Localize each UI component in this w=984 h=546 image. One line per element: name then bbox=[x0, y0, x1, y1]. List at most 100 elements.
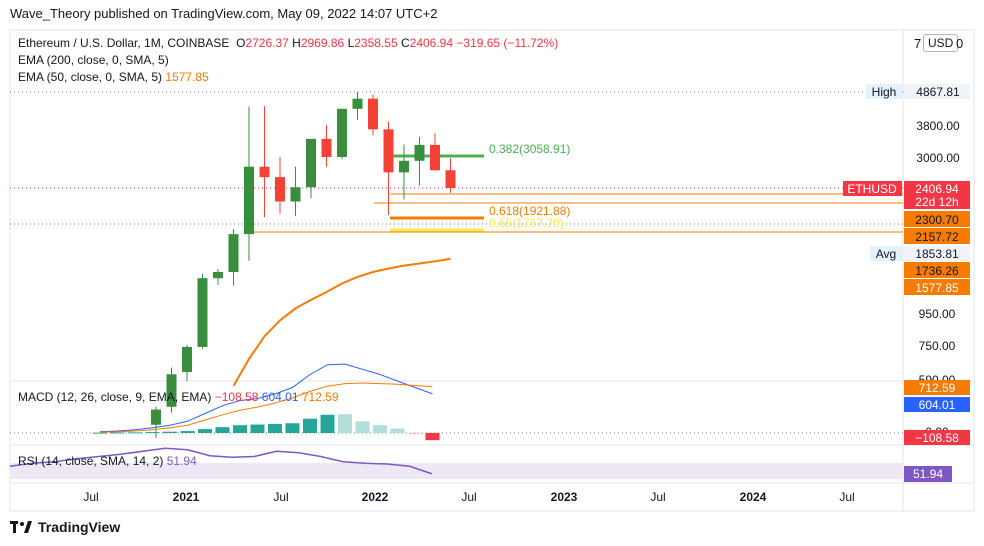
candle-9 bbox=[290, 166, 301, 217]
candle-4 bbox=[213, 269, 223, 285]
candle-10 bbox=[306, 138, 316, 199]
last-price-bg bbox=[904, 181, 970, 209]
p1577-bg bbox=[904, 279, 970, 295]
macd-bar-12 bbox=[303, 418, 317, 433]
ethusd-tag-bg bbox=[843, 181, 902, 196]
macd-bar-4 bbox=[163, 431, 177, 433]
price-axis: High 4867.81 3800.00 3000.00 ETHUSD 2406… bbox=[843, 84, 970, 482]
candle-body-5 bbox=[228, 234, 239, 273]
candle-body-12 bbox=[337, 108, 347, 157]
candle-body-7 bbox=[259, 166, 270, 178]
macd-bar-0 bbox=[93, 432, 107, 434]
candle-body-14 bbox=[368, 98, 378, 130]
macd-signal-line bbox=[99, 382, 433, 433]
candle-15 bbox=[383, 121, 394, 215]
macd-bar-11 bbox=[285, 423, 300, 433]
rsi-line bbox=[9, 447, 433, 475]
ethusd-tag: ETHUSD bbox=[847, 182, 897, 196]
low-label: L bbox=[347, 36, 355, 50]
candle-7 bbox=[259, 106, 270, 218]
ema200-legend[interactable]: EMA (200, close, 0, SMA, 5) bbox=[18, 53, 169, 67]
macd-bar-6 bbox=[198, 429, 212, 433]
macd-signal-legend: 712.59 bbox=[301, 390, 339, 404]
tradingview-footer[interactable]: TradingView bbox=[10, 519, 120, 535]
candle-body-3 bbox=[197, 278, 208, 347]
macd-bar-17 bbox=[390, 428, 405, 433]
tradingview-brand: TradingView bbox=[38, 519, 121, 535]
macd-line-bg bbox=[904, 397, 970, 412]
time-tick-7: 2024 bbox=[740, 490, 767, 504]
candle-body-2 bbox=[182, 346, 192, 372]
time-tick-6: Jul bbox=[650, 490, 665, 504]
time-tick-4: Jul bbox=[461, 490, 476, 504]
macd-bar-7 bbox=[215, 427, 230, 433]
candle-body-18 bbox=[430, 144, 440, 171]
candle-body-0 bbox=[151, 409, 161, 425]
rsi-legend[interactable]: RSI (14, close, SMA, 14, 2) 51.94 bbox=[18, 454, 197, 468]
candle-16 bbox=[399, 144, 409, 200]
reference-lines bbox=[10, 91, 903, 233]
macd-legend[interactable]: MACD (12, 26, close, 9, EMA, EMA) −108.5… bbox=[18, 390, 339, 404]
macd-bar-1 bbox=[110, 432, 125, 434]
avg-value: 1853.81 bbox=[915, 247, 959, 261]
candle-body-6 bbox=[244, 166, 254, 235]
macd-bar-8 bbox=[233, 425, 247, 433]
tradingview-logo-icon bbox=[10, 521, 32, 533]
time-tick-0: Jul bbox=[83, 490, 98, 504]
candle-body-13 bbox=[352, 98, 363, 109]
macd-bar-3 bbox=[145, 432, 160, 434]
currency-button[interactable]: USD bbox=[923, 34, 959, 52]
fibonacci-levels[interactable]: 0.382(3058.91) 0.618(1921.88)0.65(1767.70… bbox=[390, 142, 570, 232]
high-value-bg bbox=[904, 84, 970, 99]
macd-bar-16 bbox=[373, 425, 387, 433]
p2157: 2157.72 bbox=[915, 230, 959, 244]
p1736-bg bbox=[904, 262, 970, 278]
candle-1 bbox=[166, 367, 177, 413]
candle-body-16 bbox=[399, 160, 409, 173]
candle-0 bbox=[151, 406, 161, 439]
main-legend[interactable]: Ethereum / U.S. Dollar, 1M, COINBASE O27… bbox=[18, 36, 558, 50]
close-value: 2406.94 bbox=[409, 36, 454, 50]
macd-bar-2 bbox=[128, 432, 142, 434]
chart-frame bbox=[9, 29, 975, 512]
macd-bar-5 bbox=[180, 431, 195, 433]
high-value-legend: 2969.86 bbox=[300, 36, 345, 50]
avg-value-bg bbox=[904, 246, 970, 261]
time-axis: Jul 2021 Jul 2022 Jul 2023 Jul 2024 Jul bbox=[83, 490, 854, 504]
ema50-legend[interactable]: EMA (50, close, 0, SMA, 5) 1577.85 bbox=[18, 70, 209, 84]
macd-layer bbox=[10, 363, 903, 441]
high-label: H bbox=[292, 36, 301, 50]
macd-hist-value: −108.58 bbox=[915, 431, 959, 445]
open-label: O bbox=[236, 36, 246, 50]
candle-body-19 bbox=[445, 170, 456, 188]
tick-3800: 3800.00 bbox=[916, 119, 960, 133]
rsi-value: 51.94 bbox=[913, 467, 943, 481]
candle-2 bbox=[182, 345, 192, 382]
time-tick-1: 2021 bbox=[173, 490, 200, 504]
ema50-value: 1577.85 bbox=[165, 70, 209, 84]
rsi-layer bbox=[9, 447, 433, 475]
p1736: 1736.26 bbox=[915, 264, 959, 278]
candle-14 bbox=[368, 94, 378, 136]
macd-line bbox=[99, 363, 433, 433]
candle-13 bbox=[352, 92, 363, 120]
avg-tag-bg bbox=[870, 246, 902, 261]
change-value: −319.65 (−11.72%) bbox=[456, 36, 559, 50]
macd-signal-bg bbox=[904, 380, 970, 395]
macd-bar-15 bbox=[355, 421, 370, 433]
macd-hist-bg bbox=[904, 430, 970, 445]
macd-line-value: 604.01 bbox=[919, 398, 956, 412]
ema50-label: EMA (50, close, 0, SMA, 5) bbox=[18, 70, 163, 84]
ema-layer bbox=[232, 257, 451, 387]
time-tick-5: 2023 bbox=[551, 490, 578, 504]
rsi-band bbox=[10, 463, 903, 479]
price-axis-partial: 7 bbox=[914, 36, 922, 51]
macd-bar-19 bbox=[425, 433, 440, 441]
close-label: C bbox=[400, 36, 410, 50]
macd-signal-value: 712.59 bbox=[919, 381, 956, 395]
candle-body-1 bbox=[166, 374, 177, 407]
p1577: 1577.85 bbox=[915, 281, 959, 295]
candle-body-8 bbox=[275, 177, 285, 202]
time-tick-2: Jul bbox=[273, 490, 288, 504]
